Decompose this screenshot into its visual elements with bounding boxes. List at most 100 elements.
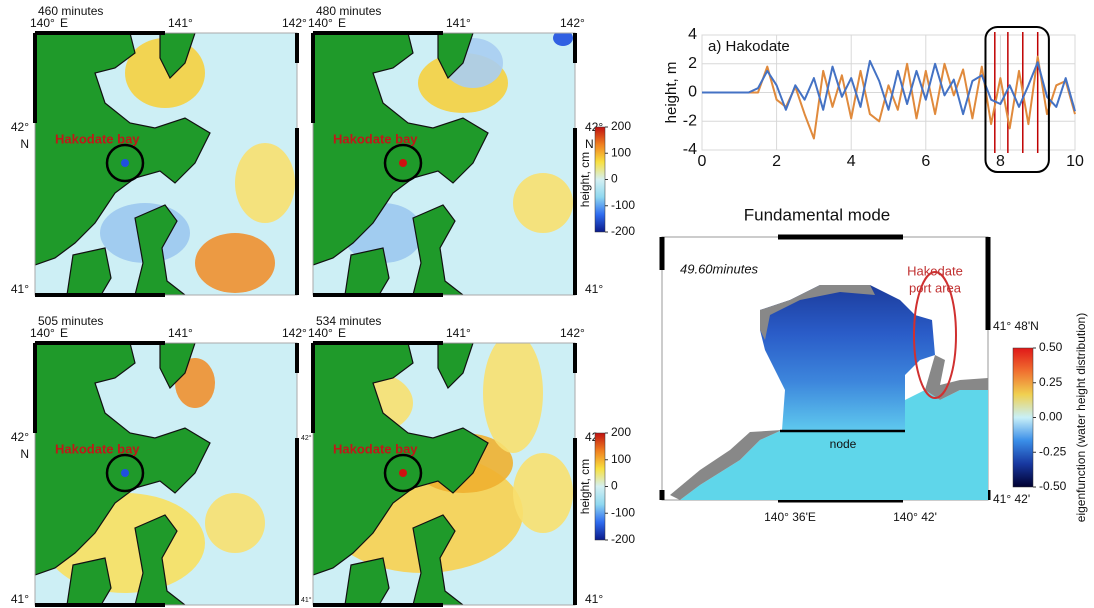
land: [134, 204, 186, 295]
colorbar-tick-label: 0: [611, 172, 618, 186]
x-label: 140° 42': [893, 510, 937, 524]
lat-label: 42°: [301, 434, 312, 442]
colorbar-tick-label: -100: [611, 505, 635, 519]
lat-label: N: [20, 137, 29, 151]
map-title: 534 minutes: [316, 314, 381, 328]
lon-label: 142°: [282, 326, 307, 340]
outer-sea: [680, 390, 988, 500]
land: [925, 355, 988, 400]
land: [412, 204, 464, 295]
lon-label: E: [60, 326, 68, 340]
lon-label: 142°: [282, 16, 307, 30]
y-tick-label: 4: [688, 26, 697, 43]
land: [437, 33, 474, 80]
land: [35, 343, 211, 576]
land: [670, 430, 782, 500]
lon-label: E: [60, 16, 68, 30]
lon-label: 140°: [308, 16, 333, 30]
node-label: node: [830, 437, 857, 451]
colorbar-tick-label: -100: [611, 198, 635, 212]
lat-label: 41°: [585, 282, 603, 296]
hakodate-spot: [399, 159, 407, 167]
lon-label: 140°: [30, 326, 55, 340]
bay-circle: [383, 143, 423, 183]
colorbar-tick-label: 0: [611, 479, 618, 493]
sea-anomaly: [553, 33, 573, 46]
x-tick-label: 10: [1066, 153, 1084, 170]
land: [437, 343, 474, 390]
colorbar-label: height, cm: [578, 459, 592, 514]
colorbar-tick-label: 0.50: [1039, 340, 1063, 354]
x-tick-label: 2: [772, 153, 781, 170]
colorbar-tick-label: -0.25: [1039, 444, 1067, 458]
lon-label: 142°: [560, 16, 585, 30]
bay-label: Hakodate bay: [333, 131, 418, 146]
map-ticks: [33, 31, 299, 297]
land: [159, 343, 196, 390]
port-ellipse: [913, 271, 957, 399]
lon-label: 141°: [446, 16, 471, 30]
x-tick-label: 4: [847, 153, 856, 170]
y-tick-label: -2: [683, 112, 697, 129]
map-area: [313, 33, 575, 295]
lon-label: 141°: [168, 326, 193, 340]
map-ticks: [311, 31, 577, 297]
hakodate-spot: [121, 159, 129, 167]
x-tick-label: 8: [996, 153, 1005, 170]
lat-label: 41°: [301, 596, 312, 604]
sea-anomaly: [483, 343, 543, 453]
lon-label: 140°: [308, 326, 333, 340]
lon-label: 140°: [30, 16, 55, 30]
colorbar-tick-label: -200: [611, 224, 635, 238]
bay: [760, 285, 935, 430]
colorbar: [1012, 347, 1034, 488]
land: [134, 514, 186, 605]
colorbar-tick-label: 100: [611, 452, 631, 466]
lat-label: 41°: [585, 592, 603, 606]
land: [66, 557, 112, 605]
bay-circle: [383, 453, 423, 493]
map-area: [313, 343, 575, 605]
colorbar-label: eigenfunction (water height distribution…: [1074, 313, 1088, 522]
sea-anomaly: [513, 453, 573, 533]
land: [344, 557, 390, 605]
y-tick-label: 2: [688, 55, 697, 72]
map-ticks: [33, 341, 299, 607]
map-area: [35, 343, 297, 605]
sea-anomaly: [235, 143, 295, 223]
series-line: [702, 59, 1076, 116]
lon-label: 141°: [446, 326, 471, 340]
y-axis-label: height, m: [663, 62, 680, 124]
colorbar-tick-label: 0.25: [1039, 375, 1063, 389]
y-label: 41° 48'N: [993, 319, 1039, 333]
colorbar-tick-label: 0.00: [1039, 410, 1063, 424]
land: [412, 514, 464, 605]
map-title: 505 minutes: [38, 314, 103, 328]
map-ticks: [311, 341, 577, 607]
lat-label: 41°: [11, 592, 29, 606]
mode-title: Fundamental mode: [744, 205, 890, 224]
map-area: [35, 33, 297, 295]
highlight-box: [984, 26, 1050, 173]
colorbar: [594, 126, 606, 233]
hakodate-spot: [121, 469, 129, 477]
colorbar-tick-label: 200: [611, 119, 631, 133]
lat-label: N: [20, 447, 29, 461]
sea-anomaly: [205, 493, 265, 553]
colorbar-label: height, cm: [578, 152, 592, 207]
port-label: port area: [909, 280, 962, 295]
colorbar-tick-label: 200: [611, 425, 631, 439]
land: [760, 285, 875, 340]
land: [35, 33, 211, 266]
bay-label: Hakodate bay: [55, 131, 140, 146]
lon-label: E: [338, 16, 346, 30]
land: [313, 343, 489, 576]
land: [313, 33, 489, 266]
colorbar: [594, 432, 606, 541]
